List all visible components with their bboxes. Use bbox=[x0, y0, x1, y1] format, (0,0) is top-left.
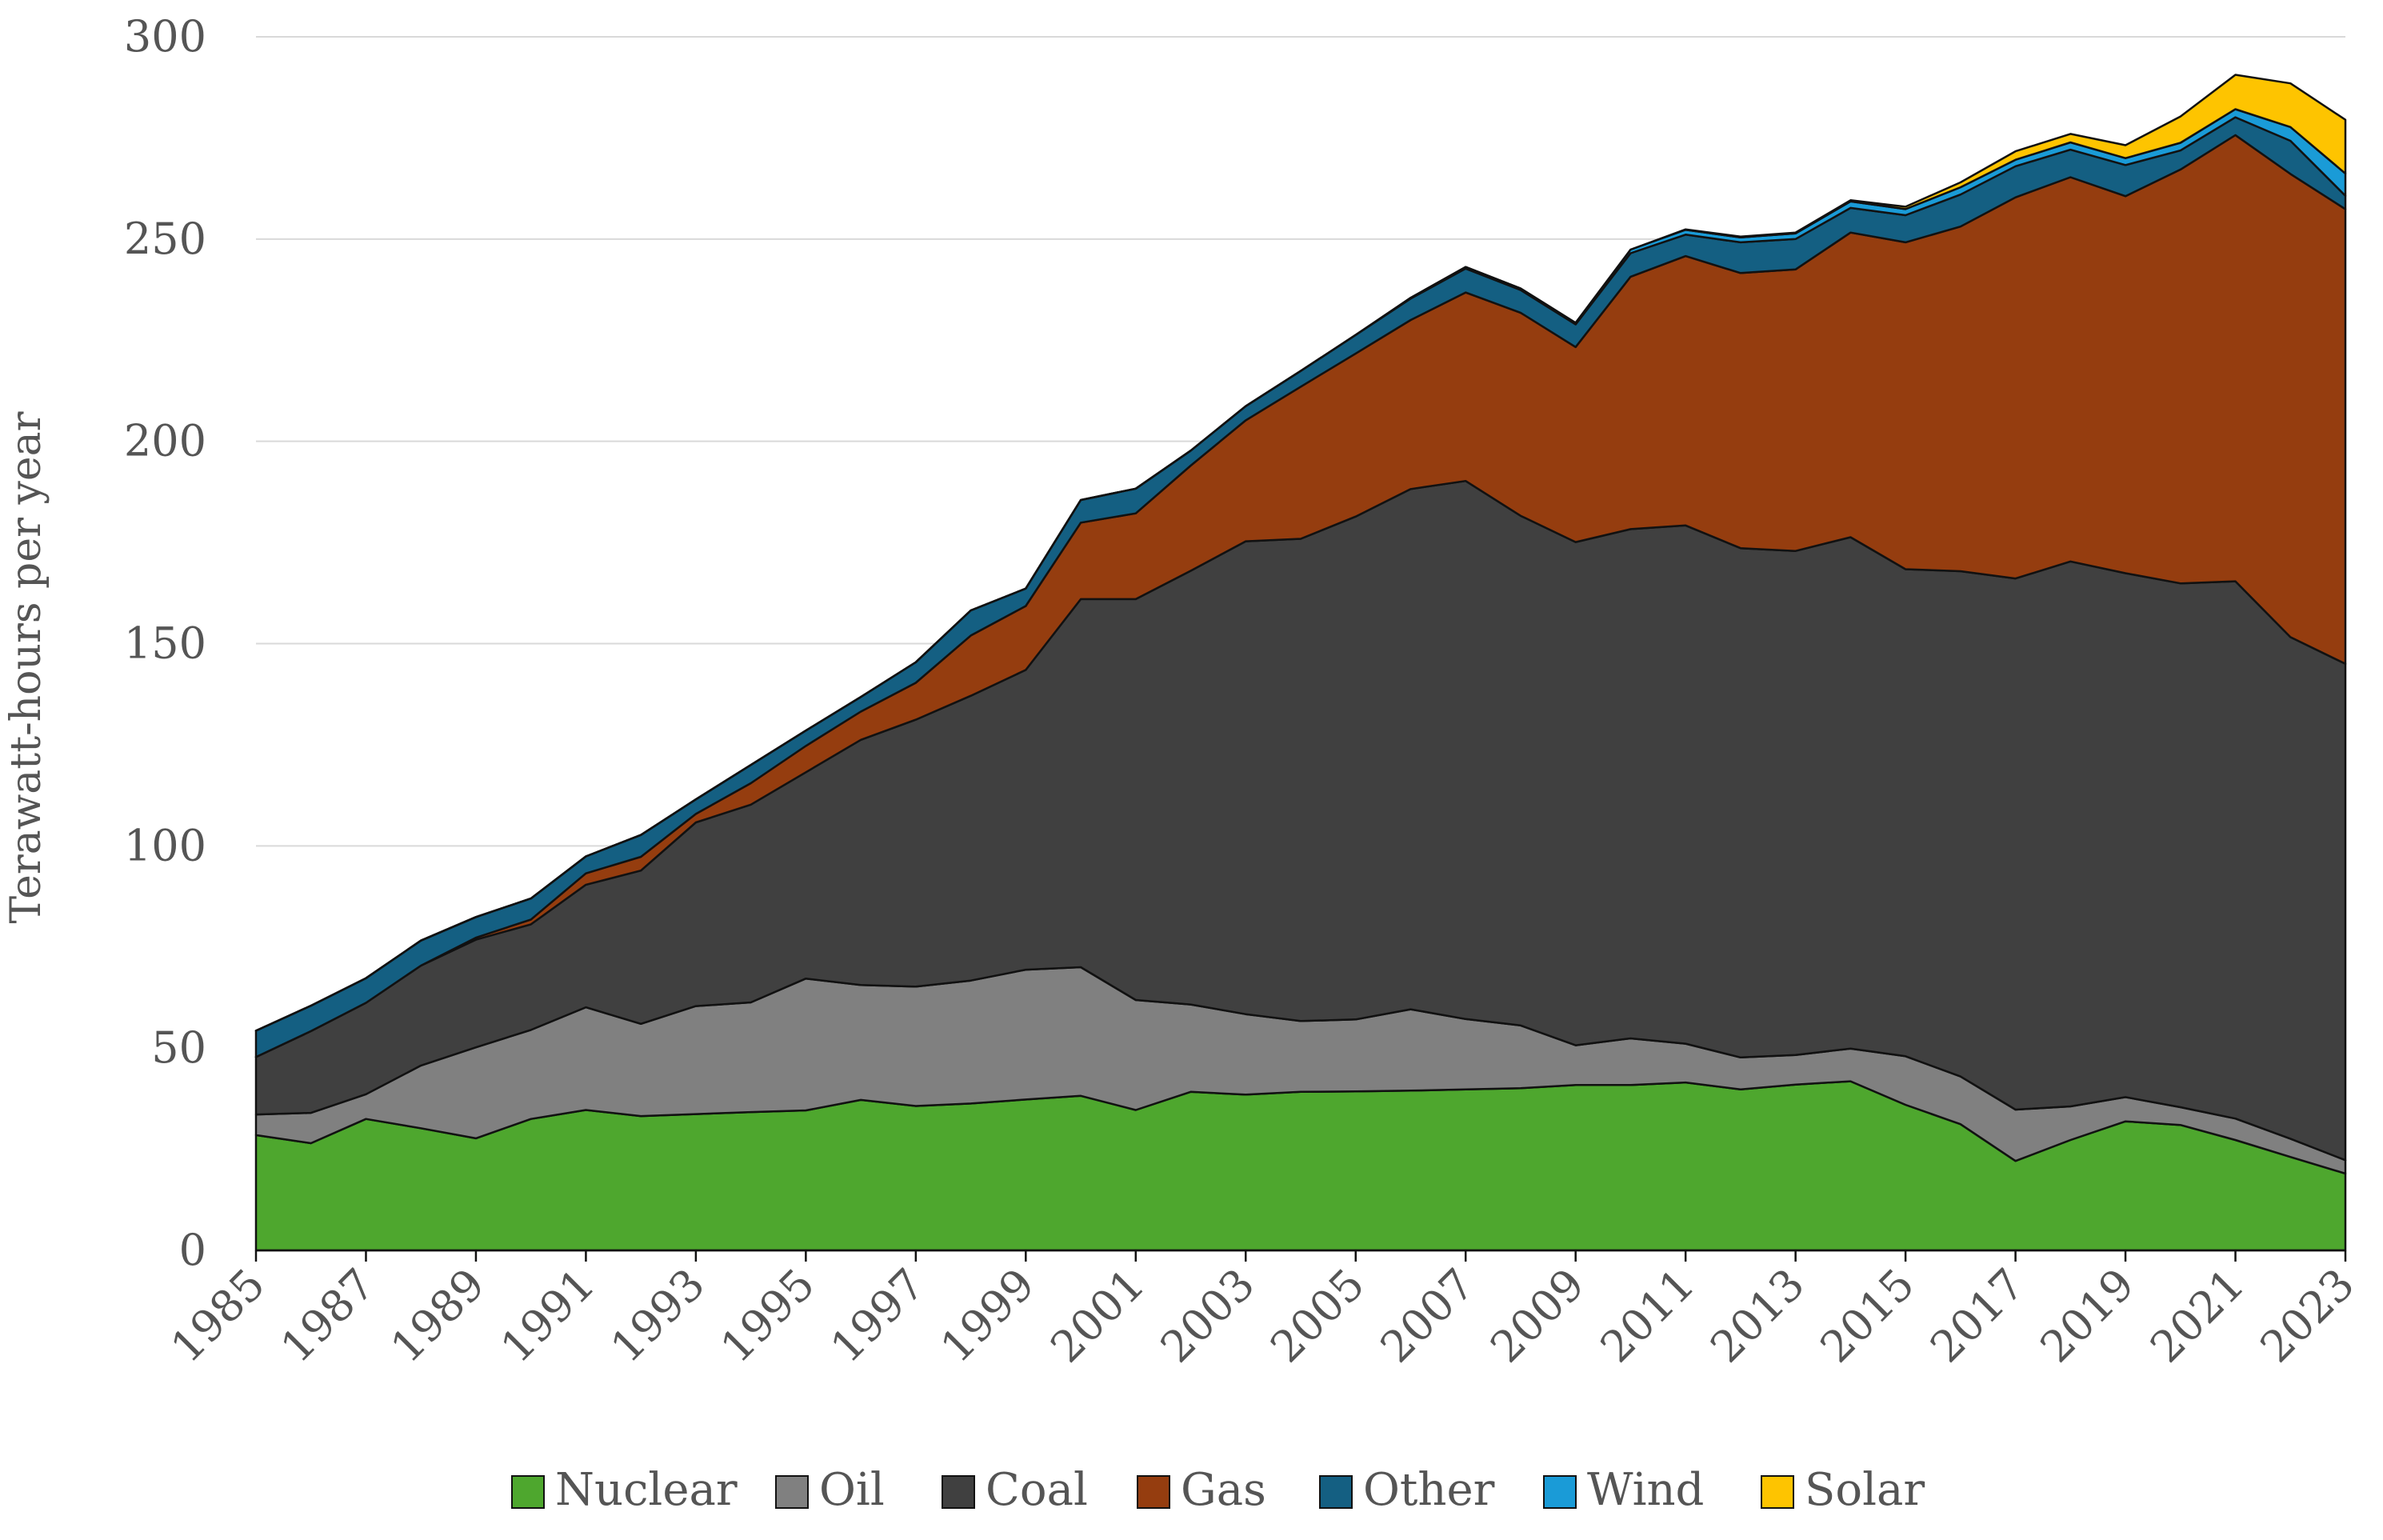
y-axis-title: Terawatt-hours per year bbox=[2, 411, 50, 923]
y-tick-label: 50 bbox=[151, 1022, 206, 1073]
x-tick-label: 2001 bbox=[1041, 1259, 1154, 1373]
x-tick-label: 2013 bbox=[1701, 1259, 1814, 1373]
x-tick-label: 1995 bbox=[711, 1259, 825, 1373]
legend-label-solar: Solar bbox=[1805, 1464, 1925, 1516]
x-tick-label: 2023 bbox=[2250, 1259, 2364, 1373]
legend-swatch-gas bbox=[1137, 1475, 1170, 1509]
series-areas bbox=[254, 74, 2347, 1252]
y-tick-label: 250 bbox=[124, 214, 206, 264]
x-tick-label: 2015 bbox=[1811, 1259, 1925, 1373]
legend: Nuclear Oil Coal Gas Other Wind Solar bbox=[511, 1464, 1925, 1516]
x-tick-label: 2009 bbox=[1481, 1259, 1594, 1373]
x-tick-label: 1997 bbox=[821, 1259, 934, 1373]
legend-label-nuclear: Nuclear bbox=[555, 1464, 738, 1516]
x-tick-label: 2011 bbox=[1591, 1259, 1705, 1373]
x-tick-label: 1989 bbox=[381, 1259, 494, 1373]
legend-label-other: Other bbox=[1363, 1464, 1495, 1516]
y-tick-label: 200 bbox=[124, 416, 206, 466]
x-tick-label: 1999 bbox=[931, 1259, 1045, 1373]
y-tick-label: 0 bbox=[179, 1225, 206, 1275]
x-tick-label: 2005 bbox=[1261, 1259, 1374, 1373]
x-tick-labels: 1985198719891991199319951997199920012003… bbox=[161, 1250, 2364, 1372]
legend-label-wind: Wind bbox=[1587, 1464, 1704, 1516]
y-tick-label: 300 bbox=[124, 11, 206, 62]
legend-label-coal: Coal bbox=[986, 1464, 1088, 1516]
x-tick-label: 2003 bbox=[1151, 1259, 1265, 1373]
x-tick-label: 1993 bbox=[601, 1259, 714, 1373]
legend-swatch-wind bbox=[1543, 1475, 1577, 1509]
x-tick-label: 2017 bbox=[1921, 1259, 2034, 1373]
x-tick-label: 2019 bbox=[2031, 1259, 2145, 1373]
y-tick-label: 150 bbox=[124, 618, 206, 669]
legend-swatch-solar bbox=[1761, 1475, 1794, 1509]
x-tick-label: 2007 bbox=[1371, 1259, 1485, 1373]
x-tick-label: 1987 bbox=[271, 1259, 385, 1373]
legend-swatch-coal bbox=[942, 1475, 975, 1509]
x-tick-label: 1985 bbox=[161, 1259, 274, 1373]
area-solar bbox=[254, 74, 2347, 1032]
y-tick-labels: 0 50 100 150 200 250 300 bbox=[124, 11, 206, 1275]
x-tick-label: 1991 bbox=[491, 1259, 605, 1373]
legend-label-gas: Gas bbox=[1181, 1464, 1266, 1516]
legend-swatch-nuclear bbox=[511, 1475, 545, 1509]
x-tick-label: 2021 bbox=[2141, 1259, 2254, 1373]
y-tick-label: 100 bbox=[124, 820, 206, 870]
legend-swatch-oil bbox=[775, 1475, 809, 1509]
legend-label-oil: Oil bbox=[819, 1464, 885, 1516]
legend-swatch-other bbox=[1319, 1475, 1353, 1509]
